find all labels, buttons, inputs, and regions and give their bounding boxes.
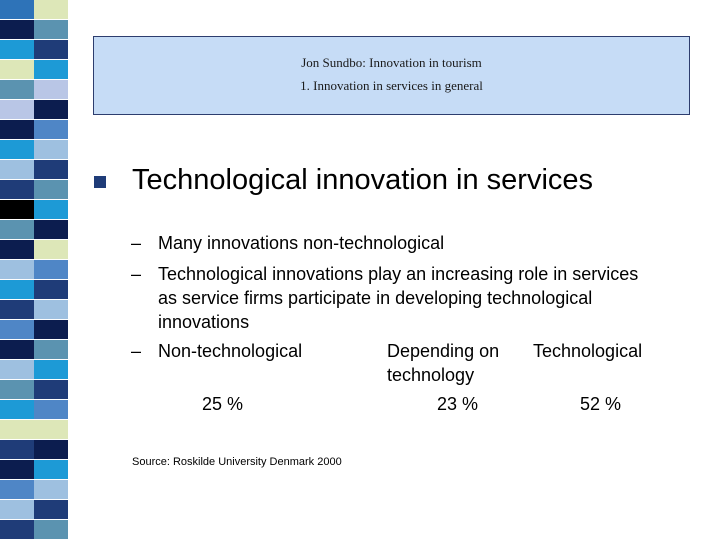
strip-block <box>0 140 34 160</box>
dash-bullet-icon: – <box>131 233 142 253</box>
dash-bullet-icon: – <box>131 264 142 284</box>
strip-block <box>34 480 68 500</box>
strip-block <box>0 380 34 400</box>
slide-heading: Technological innovation in services <box>132 164 594 196</box>
strip-block <box>0 320 34 340</box>
strip-block <box>34 380 68 400</box>
strip-block <box>34 240 68 260</box>
decorative-color-strip <box>0 0 68 540</box>
strip-block <box>0 80 34 100</box>
dash-bullet-icon: – <box>131 341 142 361</box>
strip-block <box>34 20 68 40</box>
strip-block <box>0 260 34 280</box>
strip-block <box>34 260 68 280</box>
strip-block <box>34 500 68 520</box>
strip-block <box>0 420 34 440</box>
strip-block <box>34 100 68 120</box>
strip-block <box>0 0 34 20</box>
strip-block <box>0 460 34 480</box>
strip-block <box>0 60 34 80</box>
strip-block <box>34 200 68 220</box>
strip-block <box>34 400 68 420</box>
strip-block <box>34 440 68 460</box>
strip-block <box>34 80 68 100</box>
strip-block <box>34 460 68 480</box>
strip-block <box>34 0 68 20</box>
strip-block <box>34 520 68 540</box>
value-depending: 23 % <box>437 394 479 414</box>
slide-title-section: 1. Innovation in services in general <box>300 78 483 93</box>
strip-block <box>34 420 68 440</box>
category-depending-line1: Depending on <box>387 341 500 361</box>
strip-block <box>0 500 34 520</box>
slide-title-box: Jon Sundbo: Innovation in tourism 1. Inn… <box>93 36 690 115</box>
category-technological: Technological <box>533 341 643 361</box>
strip-block <box>0 20 34 40</box>
strip-block <box>34 360 68 380</box>
strip-block <box>34 160 68 180</box>
strip-block <box>34 280 68 300</box>
category-non-technological: Non-technological <box>158 341 303 361</box>
strip-block <box>0 340 34 360</box>
square-bullet-icon <box>94 176 106 188</box>
sub-item-continuation: innovations <box>158 312 250 332</box>
value-non-technological: 25 % <box>202 394 244 414</box>
strip-block <box>0 40 34 60</box>
strip-block <box>0 440 34 460</box>
strip-block <box>34 60 68 80</box>
strip-block <box>34 120 68 140</box>
strip-block <box>0 120 34 140</box>
strip-block <box>0 280 34 300</box>
strip-block <box>0 520 34 540</box>
strip-column-right <box>34 0 68 540</box>
strip-block <box>34 340 68 360</box>
strip-block <box>34 320 68 340</box>
value-technological: 52 % <box>580 394 622 414</box>
strip-block <box>0 200 34 220</box>
strip-block <box>0 480 34 500</box>
sub-item-continuation: as service firms participate in developi… <box>158 288 593 308</box>
strip-block <box>0 360 34 380</box>
strip-block <box>0 400 34 420</box>
strip-block <box>34 300 68 320</box>
strip-block <box>0 240 34 260</box>
strip-block <box>0 160 34 180</box>
strip-block <box>0 300 34 320</box>
source-note: Source: Roskilde University Denmark 2000 <box>132 456 342 468</box>
category-depending-line2: technology <box>387 365 475 385</box>
slide-title-author: Jon Sundbo: Innovation in tourism <box>301 55 482 70</box>
strip-block <box>0 180 34 200</box>
strip-block <box>34 220 68 240</box>
sub-item: Technological innovations play an increa… <box>158 264 639 284</box>
strip-block <box>0 100 34 120</box>
strip-block <box>34 40 68 60</box>
strip-block <box>34 180 68 200</box>
strip-column-left <box>0 0 34 540</box>
sub-item: Many innovations non-technological <box>158 233 445 253</box>
strip-block <box>34 140 68 160</box>
strip-block <box>0 220 34 240</box>
